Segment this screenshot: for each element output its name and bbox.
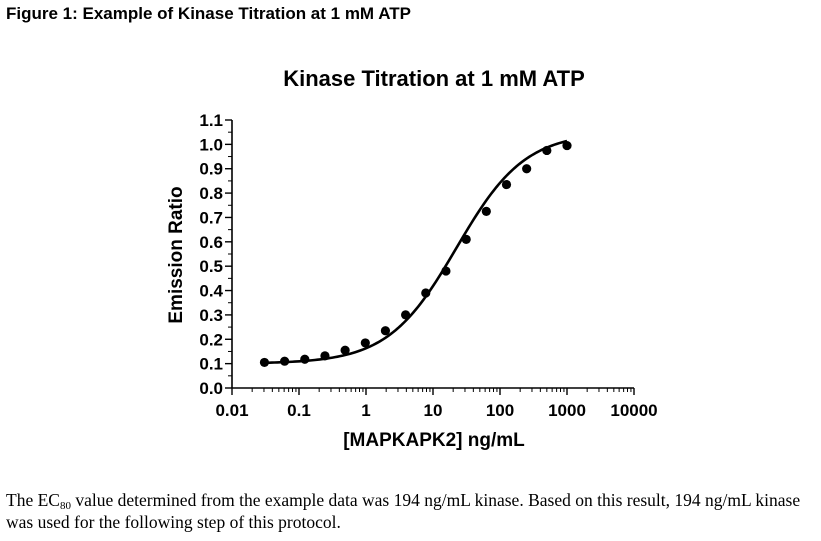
y-tick-label: 0.4 xyxy=(199,282,223,301)
y-tick-label: 0.7 xyxy=(199,208,223,227)
x-tick-label: 1 xyxy=(361,401,370,420)
figure-caption: Figure 1: Example of Kinase Titration at… xyxy=(6,4,411,23)
data-point xyxy=(300,354,310,364)
data-point xyxy=(360,338,370,348)
data-point xyxy=(320,351,330,361)
paragraph-part2: value determined from the example data w… xyxy=(6,490,801,532)
data-point xyxy=(501,179,512,190)
data-points-layer xyxy=(259,140,572,368)
data-point xyxy=(441,266,451,276)
data-point xyxy=(461,234,471,244)
data-point xyxy=(421,288,431,298)
y-axis-label: Emission Ratio xyxy=(166,186,187,323)
x-tick-label: 10 xyxy=(424,401,443,420)
y-tick-label: 0.6 xyxy=(199,233,223,252)
x-tick-label: 0.1 xyxy=(287,401,311,420)
y-tick-label: 1.1 xyxy=(199,111,223,130)
data-point xyxy=(562,140,572,151)
y-tick-label: 0.5 xyxy=(199,257,223,276)
y-tick-label: 0.1 xyxy=(199,355,223,374)
y-tick-label: 0.0 xyxy=(199,379,223,398)
x-tick-label: 10000 xyxy=(610,401,657,420)
chart-title: Kinase Titration at 1 mM ATP xyxy=(283,66,585,91)
axes: 0.0 0.1 0.2 0.3 0.4 0.5 0.6 0.7 0.8 0.9 1.0 1.1 0.01… xyxy=(199,111,657,420)
data-point xyxy=(340,345,350,355)
data-point xyxy=(401,310,411,320)
x-tick-label: 100 xyxy=(486,401,514,420)
data-point xyxy=(280,356,290,366)
data-point xyxy=(542,145,552,156)
data-point xyxy=(259,357,270,368)
x-tick-label: 0.01 xyxy=(215,401,248,420)
y-tick-label: 0.2 xyxy=(199,330,223,349)
fit-curve xyxy=(264,139,568,365)
result-paragraph: The EC80 value determined from the examp… xyxy=(6,489,818,533)
y-tick-label: 0.3 xyxy=(199,306,223,325)
kinase-titration-chart: Kinase Titration at 1 mM ATP Emission Ra… xyxy=(166,66,658,451)
data-point xyxy=(522,164,532,174)
fit-curve-layer xyxy=(264,139,568,365)
y-tick-label: 0.8 xyxy=(199,184,223,203)
ec-subscript: 80 xyxy=(59,500,71,512)
x-tick-label: 1000 xyxy=(548,401,586,420)
y-tick-label: 1.0 xyxy=(199,135,223,154)
data-point xyxy=(481,206,491,216)
data-point xyxy=(380,326,391,336)
paragraph-part1: The EC xyxy=(6,490,60,510)
x-axis-label: [MAPKAPK2] ng/mL xyxy=(343,430,525,451)
y-tick-label: 0.9 xyxy=(199,160,223,179)
